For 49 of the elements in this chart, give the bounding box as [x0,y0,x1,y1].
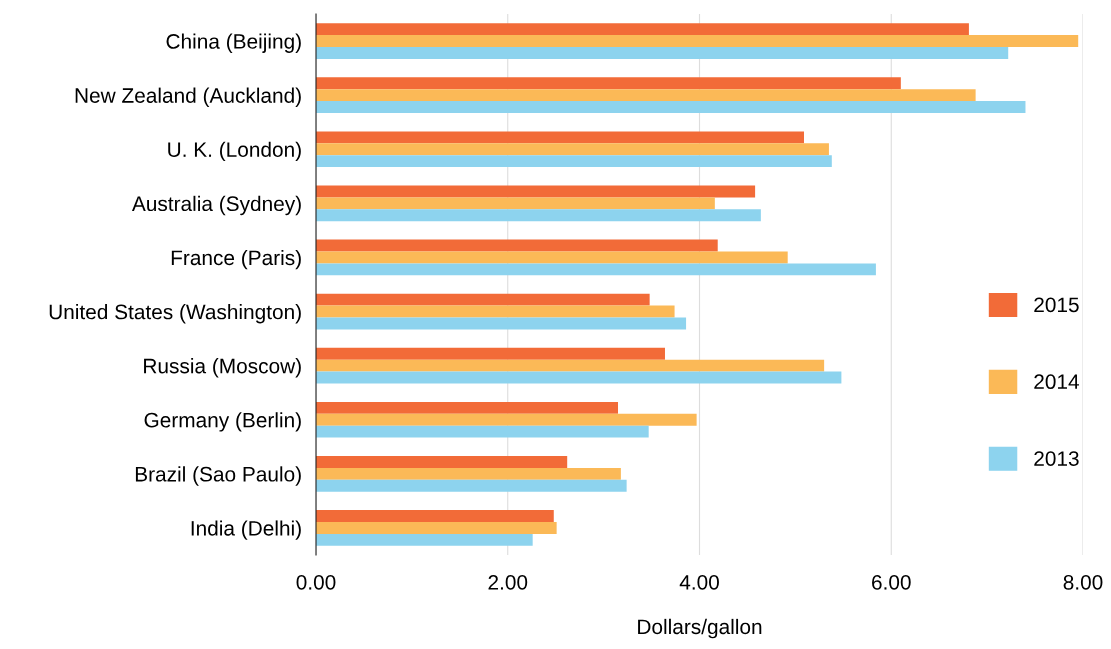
y-tick-label: U. K. (London) [168,141,301,162]
bar [316,347,665,360]
bar [316,101,1026,113]
legend-label: 2013 [1034,451,1079,466]
y-tick-label: United States (Washington) [49,304,301,324]
legend-label: 2015 [1034,297,1079,313]
bar [316,89,976,102]
bar [316,35,1079,47]
bar [316,23,969,36]
y-tick-label: Australia (Sydney) [131,195,301,216]
y-tick-label: France (Paris) [171,249,301,270]
bar [316,371,842,384]
bar [316,263,876,276]
x-tick-label: 4.00 [679,574,719,590]
bar [316,359,825,372]
bar [316,131,804,144]
bar [316,467,621,480]
bar [316,77,901,90]
bar [316,413,697,426]
bar [316,317,687,330]
bar [316,47,1009,59]
bar [316,510,554,522]
y-tick-label: China (Beijing) [166,33,301,53]
bar [316,425,649,438]
y-tick-label: Russia (Moscow) [144,358,301,378]
x-tick-label: 2.00 [488,574,528,590]
bar [316,209,761,222]
bar [316,305,675,318]
bar [316,479,627,492]
y-tick-label: Germany (Berlin) [144,412,301,432]
y-tick-label: India (Delhi) [191,520,301,540]
bar [316,456,568,468]
bar [316,251,788,264]
legend-label: 2014 [1034,374,1079,390]
bar [316,533,533,546]
bar [316,401,619,414]
x-tick-label: 0.00 [296,574,336,590]
y-tick-label: Brazil (Sao Paulo) [135,466,301,486]
y-tick-label: New Zealand (Auckland) [75,87,301,108]
bar [316,185,756,198]
bar [316,522,557,534]
bar [316,239,718,252]
x-axis-title: Dollars/gallon [638,618,762,639]
x-tick-label: 8.00 [1063,574,1103,590]
x-tick-label: 6.00 [872,574,911,590]
bar [316,293,650,306]
bar [316,155,832,168]
bar [316,197,715,210]
bar [316,143,829,156]
